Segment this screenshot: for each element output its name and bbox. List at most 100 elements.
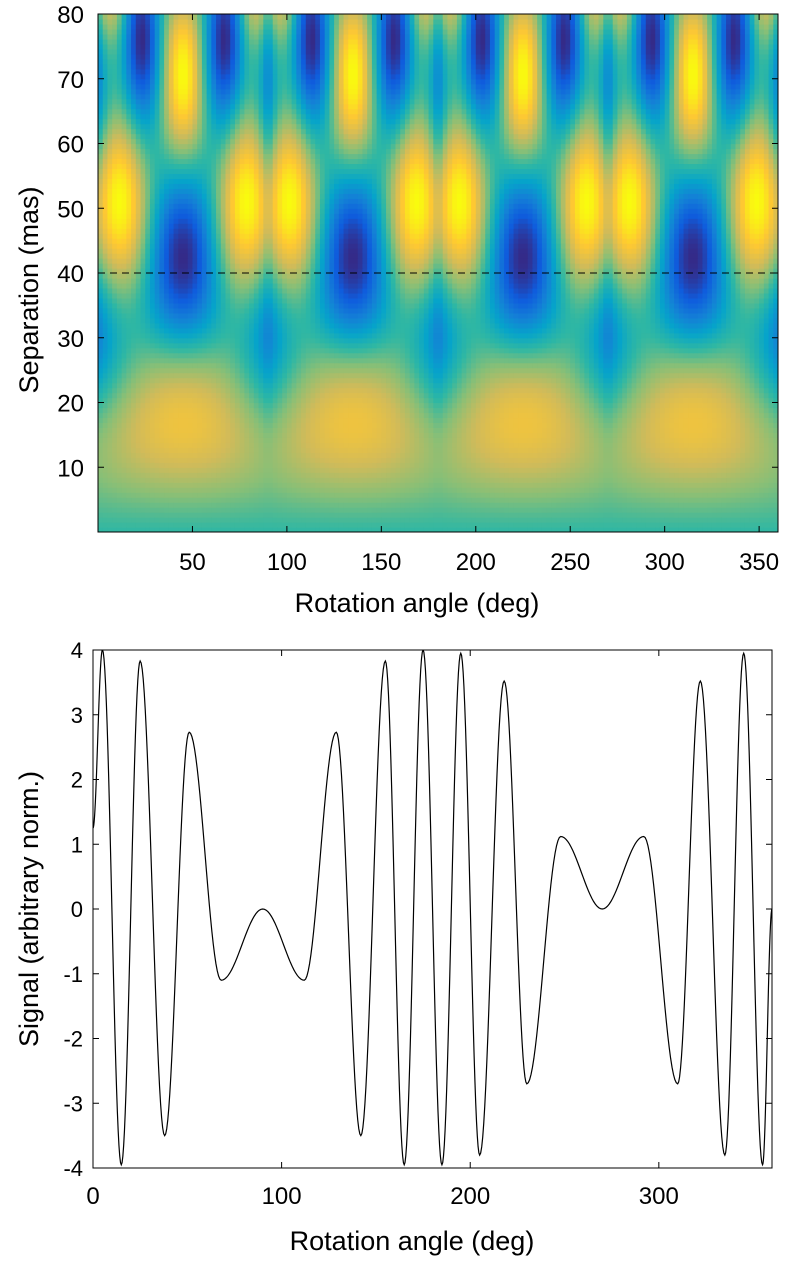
heatmap-cell [140,397,146,404]
heatmap-cell [216,412,222,419]
heatmap-cell [485,432,491,438]
heatmap-cell [135,507,142,513]
heatmap-cell [489,362,496,369]
heatmap-cell [253,367,260,374]
heatmap-cell [480,432,486,438]
heatmap-cell [140,432,146,438]
heatmap-cell [622,387,628,394]
heatmap-cell [400,522,406,528]
heatmap-cell [211,362,217,369]
heatmap-cell [442,367,449,374]
heatmap-cell [371,397,378,404]
heatmap-cell [631,502,637,508]
heatmap-cell [541,362,548,369]
heatmap-cell [438,502,444,508]
heatmap-cell [367,502,373,508]
heatmap-cell [584,412,590,419]
heatmap-cell [622,392,628,399]
heatmap-cell [664,412,670,419]
heatmap-cell [258,492,264,498]
heatmap-cell [390,397,397,404]
heatmap-cell [343,357,349,364]
heatmap-cell [650,512,656,518]
heatmap-cell [527,447,534,453]
heatmap-cell [334,432,340,438]
heatmap-cell [154,447,160,453]
heatmap-cell [565,372,571,379]
heatmap-cell [726,402,732,409]
heatmap-cell [499,357,505,364]
heatmap-cell [740,507,746,513]
heatmap-cell [362,502,368,508]
heatmap-cell [749,482,755,488]
heatmap-cell [376,452,382,458]
heatmap-cell [626,482,633,488]
heatmap-cell [225,362,231,369]
heatmap-cell [192,492,198,498]
heatmap-cell [650,402,656,409]
heatmap-cell [135,367,142,374]
heatmap-cell [593,497,600,503]
heatmap-cell [584,367,590,374]
heatmap-cell [386,422,392,428]
heatmap-cell [513,402,519,409]
heatmap-cell [258,512,264,518]
heatmap-cell [310,362,316,369]
heatmap-cell [645,472,652,478]
heatmap-cell [173,397,179,404]
heatmap-cell [438,477,444,483]
heatmap-cell [579,427,585,433]
heatmap-cell [669,472,675,478]
heatmap-cell [622,397,628,404]
heatmap-cell [258,432,264,438]
heatmap-cell [423,402,430,409]
heatmap-cell [546,432,552,438]
heatmap-cell [598,432,604,438]
heatmap-cell [541,497,548,503]
heatmap-cell [324,362,330,369]
heatmap-cell [164,357,170,364]
heatmap-cell [721,472,727,478]
heatmap-cell [603,387,609,394]
heatmap-cell [523,402,529,409]
heatmap-cell [754,497,760,503]
heatmap-cell [249,482,255,488]
heatmap-cell [754,412,760,419]
heatmap-cell [367,407,373,414]
heatmap-cell [659,387,666,394]
heatmap-cell [282,502,288,508]
heatmap-cell [324,422,330,428]
heatmap-cell [376,487,382,493]
heatmap-cell [707,442,713,448]
heatmap-cell [428,397,434,404]
heatmap-cell [508,482,515,488]
heatmap-cell [726,482,732,488]
heatmap-cell [645,497,652,503]
heatmap-cell [211,472,217,478]
heatmap-cell [357,402,364,409]
heatmap-cell [319,357,326,364]
heatmap-cell [400,527,406,532]
heatmap-cell [197,477,203,483]
heatmap-cell [409,437,415,443]
heatmap-cell [447,367,453,374]
heatmap-cell [716,402,722,409]
heatmap-cell [655,422,661,428]
heatmap-cell [376,507,382,513]
heatmap-cell [324,357,330,364]
heatmap-cell [485,492,491,498]
heatmap-cell [343,512,349,518]
heatmap-cell [726,377,732,384]
heatmap-cell [234,362,241,369]
heatmap-cell [310,457,316,463]
heatmap-cell [258,372,264,379]
heatmap-cell [135,362,142,369]
heatmap-cell [475,422,482,428]
heatmap-cell [319,407,326,414]
heatmap-cell [475,387,482,394]
heatmap-cell [159,472,165,478]
heatmap-cell [641,527,647,532]
heatmap-cell [187,497,194,503]
heatmap-cell [140,442,146,448]
heatmap-cell [768,367,774,374]
